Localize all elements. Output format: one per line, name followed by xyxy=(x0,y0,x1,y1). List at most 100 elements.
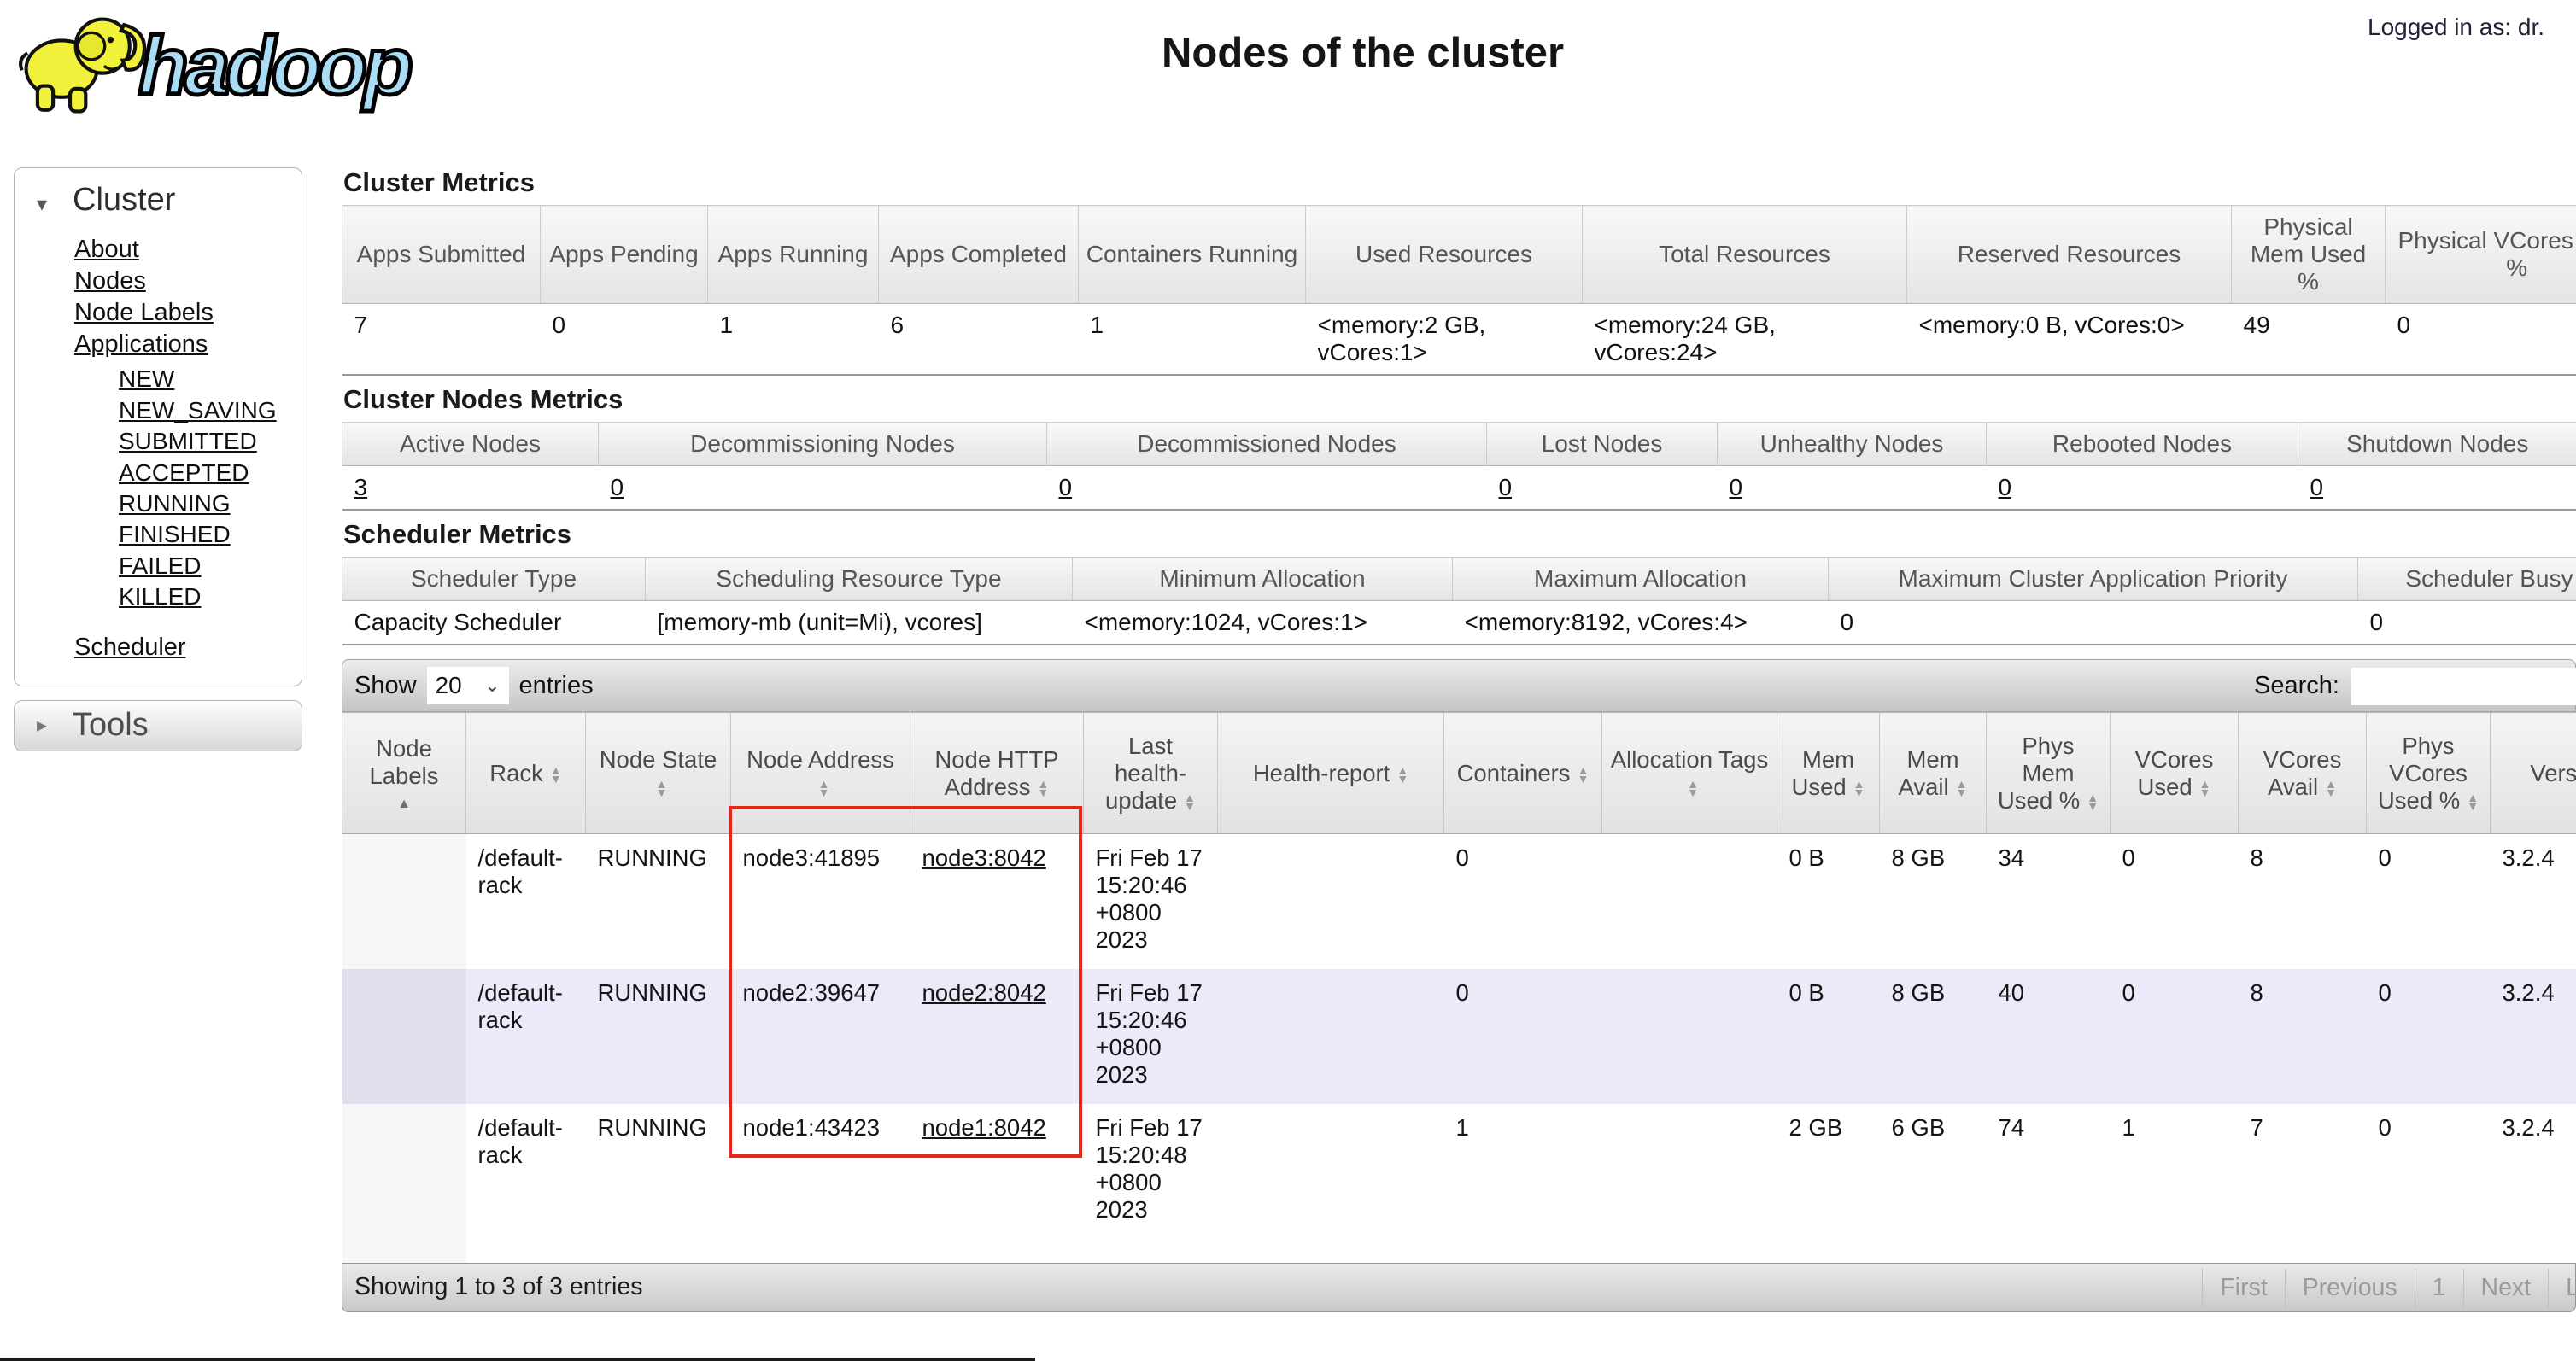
col-header-node-http-address[interactable]: Node HTTP Address ▲ ▼ xyxy=(910,712,1084,834)
col-apps-submitted: Apps Submitted xyxy=(342,205,541,304)
sidebar-item-failed[interactable]: FAILED xyxy=(119,552,202,579)
col-header-vcores-avail[interactable]: VCores Avail ▲ ▼ xyxy=(2238,712,2367,834)
sidebar-item-about[interactable]: About xyxy=(74,236,139,263)
cell-node-state: RUNNING xyxy=(585,1103,731,1263)
cell-vcores-avail: 8 xyxy=(2238,968,2367,1104)
col-header-node-labels[interactable]: Node Labels ▲ xyxy=(342,712,466,834)
sidebar-item-finished[interactable]: FINISHED xyxy=(119,521,231,548)
sidebar-app-states: NEW NEW_SAVING SUBMITTED ACCEPTED RUNNIN… xyxy=(74,364,302,612)
sidebar-item-accepted[interactable]: ACCEPTED xyxy=(119,459,249,486)
val-apps-submitted: 7 xyxy=(342,303,541,376)
col-apps-completed: Apps Completed xyxy=(878,205,1079,304)
cell-mem-avail: 8 GB xyxy=(1879,833,1987,969)
caret-down-icon: ▾ xyxy=(37,193,48,216)
sort-icon: ▲ ▼ xyxy=(2087,790,2099,814)
cell-rack: /default-rack xyxy=(465,833,586,969)
cluster-metrics-table: Apps Submitted Apps Pending Apps Running… xyxy=(342,205,2576,376)
col-total-resources: Total Resources xyxy=(1582,205,1907,304)
sort-icon: ▲ ▼ xyxy=(1396,762,1409,786)
col-header-health-report[interactable]: Health-report ▲ ▼ xyxy=(1217,712,1444,834)
col-header-mem-used[interactable]: Mem Used ▲ ▼ xyxy=(1777,712,1880,834)
sidebar-item-submitted[interactable]: SUBMITTED xyxy=(119,428,257,455)
previous-page-button[interactable]: Previous xyxy=(2284,1268,2415,1308)
col-reserved-resources: Reserved Resources xyxy=(1906,205,2232,304)
show-label: Show xyxy=(354,671,417,699)
sidebar-tools-panel[interactable]: ▸ Tools xyxy=(14,699,302,751)
cell-containers: 1 xyxy=(1443,1103,1602,1263)
col-header-rack[interactable]: Rack ▲ ▼ xyxy=(465,712,586,834)
sidebar-item-nodes[interactable]: Nodes xyxy=(74,267,146,295)
unhealthy-nodes-link[interactable]: 0 xyxy=(1729,474,1743,500)
col-header-phys-mem-pct[interactable]: Phys Mem Used % ▲ ▼ xyxy=(1986,712,2111,834)
cell-version: 3.2.4 xyxy=(2490,833,2576,969)
shutdown-nodes-link[interactable]: 0 xyxy=(2310,474,2324,500)
col-unhealthy-nodes: Unhealthy Nodes xyxy=(1717,422,1987,466)
col-active-nodes: Active Nodes xyxy=(342,422,599,466)
col-phys-vcores-used: Physical VCores Used % xyxy=(2385,205,2576,304)
page-number-button[interactable]: 1 xyxy=(2414,1268,2463,1308)
col-header-mem-avail[interactable]: Mem Avail ▲ ▼ xyxy=(1879,712,1987,834)
lost-nodes-link[interactable]: 0 xyxy=(1498,474,1513,500)
active-nodes-link[interactable]: 3 xyxy=(354,474,368,500)
sidebar-item-applications[interactable]: Applications xyxy=(74,330,208,359)
col-header-containers[interactable]: Containers ▲ ▼ xyxy=(1443,712,1602,834)
cell-node-address: node1:43423 xyxy=(730,1103,910,1263)
window-edge-line xyxy=(0,1358,1035,1361)
cell-node-state: RUNNING xyxy=(585,833,731,969)
sidebar-item-killed[interactable]: KILLED xyxy=(119,583,202,610)
node-http-link[interactable]: node3:8042 xyxy=(922,844,1046,871)
sidebar-item-running[interactable]: RUNNING xyxy=(119,490,231,517)
page-size-select[interactable]: 20 ⌄ xyxy=(426,667,509,704)
col-header-node-state[interactable]: Node State▲ ▼ xyxy=(585,712,731,834)
col-header-version[interactable]: Version xyxy=(2490,712,2576,834)
cell-vcores-used: 0 xyxy=(2110,968,2239,1104)
sidebar-cluster-panel: ▾ Cluster About Nodes Node Labels Applic… xyxy=(14,167,302,686)
val-scheduling-resource-type: [memory-mb (unit=Mi), vcores] xyxy=(645,600,1073,645)
decommissioning-nodes-link[interactable]: 0 xyxy=(610,474,624,500)
sort-icon: ▲ ▼ xyxy=(1853,776,1865,800)
showing-entries-status: Showing 1 to 3 of 3 entries xyxy=(354,1273,643,1300)
cell-phys-vcores-pct: 0 xyxy=(2366,833,2491,969)
sidebar-item-new-saving[interactable]: NEW_SAVING xyxy=(119,396,277,423)
col-scheduler-busy: Scheduler Busy % xyxy=(2357,557,2576,601)
val-phys-mem-used: 49 xyxy=(2231,303,2386,376)
sidebar-item-scheduler[interactable]: Scheduler xyxy=(74,633,186,661)
sidebar: ▾ Cluster About Nodes Node Labels Applic… xyxy=(14,167,302,751)
col-header-last-health-update[interactable]: Last health-update ▲ ▼ xyxy=(1083,712,1218,834)
cell-mem-avail: 6 GB xyxy=(1879,1103,1987,1263)
last-page-button[interactable]: Last xyxy=(2548,1268,2576,1308)
col-lost-nodes: Lost Nodes xyxy=(1486,422,1718,466)
first-page-button[interactable]: First xyxy=(2202,1268,2284,1308)
logged-in-as: Logged in as: dr. xyxy=(2368,14,2545,40)
node-http-link[interactable]: node1:8042 xyxy=(922,1113,1046,1141)
col-rebooted-nodes: Rebooted Nodes xyxy=(1986,422,2298,466)
search-input[interactable] xyxy=(2351,668,2576,705)
col-header-allocation-tags[interactable]: Allocation Tags▲ ▼ xyxy=(1601,712,1777,834)
col-header-phys-vcores-pct[interactable]: Phys VCores Used % ▲ ▼ xyxy=(2366,712,2491,834)
sidebar-cluster-header[interactable]: ▾ Cluster xyxy=(37,182,176,218)
sort-icon: ▲ ▼ xyxy=(1687,776,1699,800)
sort-icon: ▲ ▼ xyxy=(1184,790,1196,814)
sort-icon: ▲ ▼ xyxy=(549,762,562,786)
next-page-button[interactable]: Next xyxy=(2462,1268,2549,1308)
val-apps-running: 1 xyxy=(707,303,879,376)
caret-right-icon: ▸ xyxy=(37,713,48,737)
sort-icon: ▲ ▼ xyxy=(2467,790,2479,814)
cell-last-health-update: Fri Feb 17 15:20:46 +0800 2023 xyxy=(1083,833,1218,969)
rebooted-nodes-link[interactable]: 0 xyxy=(1998,474,2012,500)
cell-allocation-tags xyxy=(1601,968,1777,1104)
col-header-node-address[interactable]: Node Address▲ ▼ xyxy=(730,712,910,834)
hadoop-logo: hadoop xyxy=(12,3,415,123)
col-apps-running: Apps Running xyxy=(707,205,879,304)
nodes-table: Node Labels ▲ Rack ▲ ▼ Node State▲ ▼ Node Ad… xyxy=(342,712,2576,1263)
col-decommissioned-nodes: Decommissioned Nodes xyxy=(1046,422,1487,466)
node-http-link[interactable]: node2:8042 xyxy=(922,978,1046,1006)
sidebar-item-node-labels[interactable]: Node Labels xyxy=(74,299,214,327)
decommissioned-nodes-link[interactable]: 0 xyxy=(1058,474,1073,500)
cell-health-report xyxy=(1217,833,1444,969)
cell-health-report xyxy=(1217,968,1444,1104)
col-maximum-allocation: Maximum Allocation xyxy=(1452,557,1829,601)
sidebar-item-new[interactable]: NEW xyxy=(119,365,175,393)
col-header-vcores-used[interactable]: VCores Used ▲ ▼ xyxy=(2110,712,2239,834)
